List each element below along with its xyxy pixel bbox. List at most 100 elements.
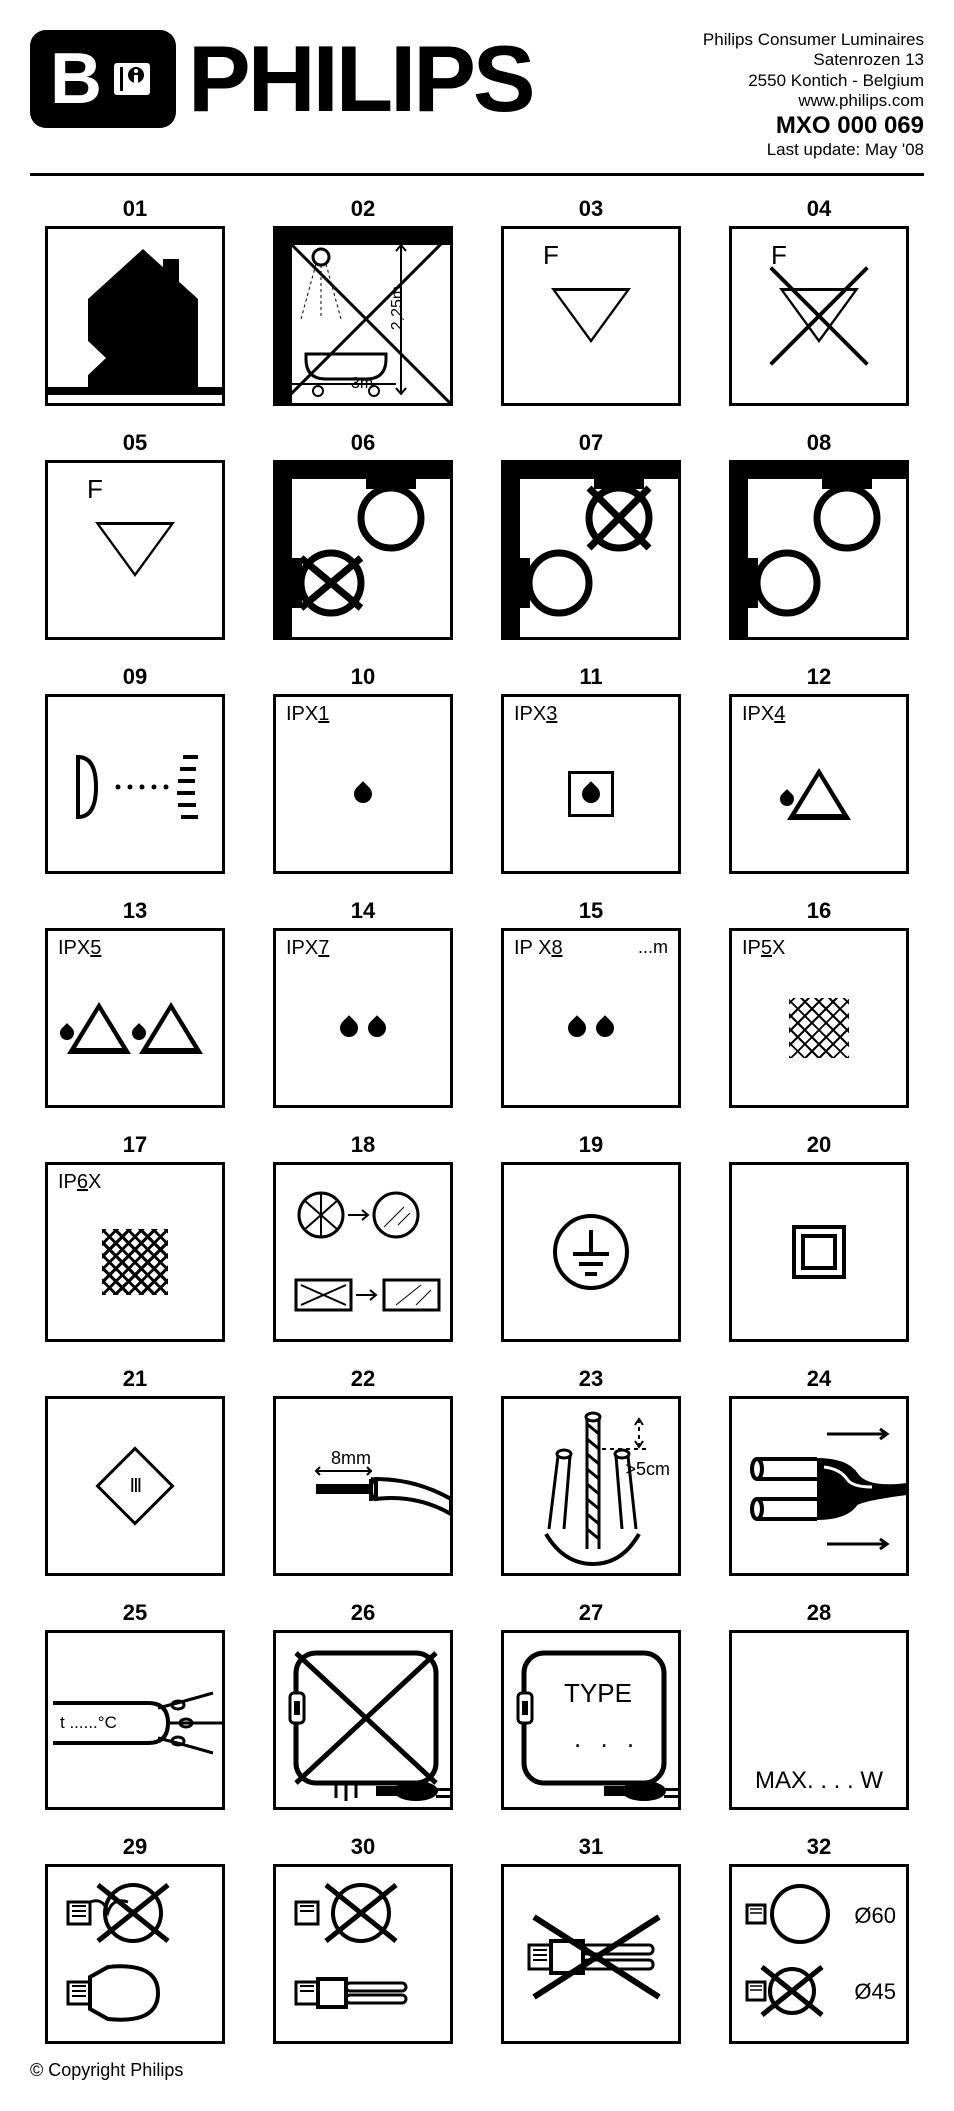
cell-15: 15 IP X8 ...m xyxy=(498,898,684,1108)
cell-16: 16 IP5X xyxy=(726,898,912,1108)
replace-glass-icon xyxy=(276,1165,453,1342)
drop-icon xyxy=(350,781,375,806)
cell-number: 18 xyxy=(351,1132,375,1158)
drop-icon xyxy=(564,1015,589,1040)
cell-06: 06 xyxy=(270,430,456,640)
ip-label: IPX3 xyxy=(514,703,557,726)
cell-number: 16 xyxy=(807,898,831,924)
cell-12: 12 IPX4 xyxy=(726,664,912,874)
cell-29: 29 xyxy=(42,1834,228,2044)
f-letter: F xyxy=(543,240,559,271)
cell-number: 17 xyxy=(123,1132,147,1158)
cell-18: 18 xyxy=(270,1132,456,1342)
mesh-bold-icon xyxy=(102,1229,168,1295)
tri-drop-icon xyxy=(67,1002,131,1054)
ip-label: IPX1 xyxy=(286,703,329,726)
cell-number: 30 xyxy=(351,1834,375,1860)
cell-05: 05 F xyxy=(42,430,228,640)
address-line: 2550 Kontich - Belgium xyxy=(703,71,924,91)
cell-07: 07 xyxy=(498,430,684,640)
cell-number: 31 xyxy=(579,1834,603,1860)
cell-number: 19 xyxy=(579,1132,603,1158)
indoor-use-icon xyxy=(48,229,225,406)
divider xyxy=(30,173,924,176)
cell-24: 24 xyxy=(726,1366,912,1576)
no-dimmer-icon xyxy=(276,1633,453,1810)
ip-label: IPX4 xyxy=(742,703,785,726)
cell-31: 31 xyxy=(498,1834,684,2044)
cell-number: 10 xyxy=(351,664,375,690)
class2-icon xyxy=(792,1225,846,1279)
cell-number: 13 xyxy=(123,898,147,924)
temp-label: t ......°C xyxy=(60,1713,117,1733)
cell-number: 07 xyxy=(579,430,603,456)
tri-drop-icon xyxy=(139,1002,203,1054)
diameter-label: Ø45 xyxy=(854,1979,896,2005)
ip-label: IPX7 xyxy=(286,937,329,960)
cell-08: 08 xyxy=(726,430,912,640)
address-block: Philips Consumer Luminaires Satenrozen 1… xyxy=(703,30,924,161)
drop-icon xyxy=(592,1015,617,1040)
cell-number: 26 xyxy=(351,1600,375,1626)
connector-icon xyxy=(732,1399,909,1576)
address-line: Philips Consumer Luminaires xyxy=(703,30,924,50)
cfl-not-bulb-icon xyxy=(276,1867,453,2044)
cell-02: 02 2,25m 3m xyxy=(270,196,456,406)
cross-icon xyxy=(732,229,906,403)
cell-17: 17 IP6X xyxy=(42,1132,228,1342)
cell-number: 27 xyxy=(579,1600,603,1626)
strip-length: 8mm xyxy=(331,1448,371,1468)
cell-number: 09 xyxy=(123,664,147,690)
cell-number: 03 xyxy=(579,196,603,222)
cell-number: 04 xyxy=(807,196,831,222)
type-dots: . . . xyxy=(574,1723,640,1754)
address-line: Satenrozen 13 xyxy=(703,50,924,70)
diameter-label: Ø60 xyxy=(854,1903,896,1929)
depth-label: ...m xyxy=(638,937,668,958)
cell-32: 32 Ø60 Ø45 xyxy=(726,1834,912,2044)
cell-04: 04 F xyxy=(726,196,912,406)
cell-20: 20 xyxy=(726,1132,912,1342)
width-label: 3m xyxy=(351,375,373,393)
cell-22: 22 8mm xyxy=(270,1366,456,1576)
bulb-no-reflector-icon xyxy=(48,1867,225,2044)
cell-number: 05 xyxy=(123,430,147,456)
dimmer-type-icon xyxy=(504,1633,681,1810)
cell-number: 24 xyxy=(807,1366,831,1392)
cell-number: 23 xyxy=(579,1366,603,1392)
b-letter: B xyxy=(50,38,100,120)
height-label: 2,25m xyxy=(389,286,407,330)
cell-11: 11 IPX3 xyxy=(498,664,684,874)
cell-number: 14 xyxy=(351,898,375,924)
cell-26: 26 xyxy=(270,1600,456,1810)
cell-21: 21 III xyxy=(42,1366,228,1576)
length-label: >5cm xyxy=(625,1459,670,1480)
cell-number: 11 xyxy=(579,664,602,690)
cell-number: 25 xyxy=(123,1600,147,1626)
cell-14: 14 IPX7 xyxy=(270,898,456,1108)
ip-label: IPX5 xyxy=(58,937,101,960)
cell-number: 01 xyxy=(123,196,147,222)
type-label: TYPE xyxy=(564,1678,632,1709)
cell-30: 30 xyxy=(270,1834,456,2044)
min-distance-icon xyxy=(48,697,225,874)
cell-number: 22 xyxy=(351,1366,375,1392)
f-letter: F xyxy=(771,240,787,271)
cell-number: 21 xyxy=(123,1366,147,1392)
product-code: MXO 000 069 xyxy=(703,112,924,141)
address-line: www.philips.com xyxy=(703,91,924,111)
cell-27: 27 TYPE . . . xyxy=(498,1600,684,1810)
b-badge: B xyxy=(30,30,176,128)
cell-03: 03 F xyxy=(498,196,684,406)
last-update: Last update: May '08 xyxy=(703,140,924,160)
icon-grid: 01 02 xyxy=(30,196,924,2044)
cell-28: 28 MAX. . . . W xyxy=(726,1600,912,1810)
cell-number: 06 xyxy=(351,430,375,456)
f-letter: F xyxy=(87,474,103,505)
cell-number: 32 xyxy=(807,1834,831,1860)
header: B PHILIPS Philips Consumer Luminaires Sa… xyxy=(30,30,924,161)
no-cfl-icon xyxy=(504,1867,681,2044)
cell-number: 20 xyxy=(807,1132,831,1158)
cell-19: 19 xyxy=(498,1132,684,1342)
ip-label: IP6X xyxy=(58,1171,101,1194)
